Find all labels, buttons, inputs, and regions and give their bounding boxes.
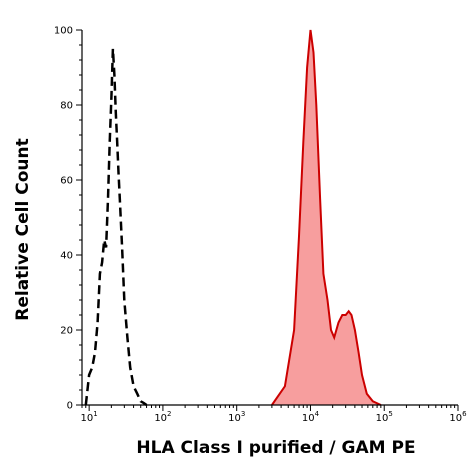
x-tick-label: 103	[228, 410, 245, 424]
y-axis: 0 20 40 60 80 100	[54, 26, 82, 412]
x-tick-label: 106	[449, 410, 467, 424]
stained-histogram-fill	[271, 30, 381, 405]
y-tick-label: 100	[54, 26, 73, 37]
x-tick-label: 101	[81, 410, 98, 424]
series-fills	[271, 30, 381, 405]
y-tick-label: 60	[60, 176, 73, 187]
plot-area	[84, 29, 382, 407]
x-axis: 101 102 103 104 105 106	[81, 405, 467, 424]
x-axis-label: HLA Class I purified / GAM PE	[136, 438, 415, 458]
y-tick-label: 80	[60, 101, 73, 112]
y-tick-label: 0	[67, 401, 73, 412]
y-axis-label: Relative Cell Count	[13, 138, 33, 320]
y-tick-label: 40	[60, 251, 73, 262]
axis-lines	[81, 30, 458, 406]
y-tick-label: 20	[60, 326, 73, 337]
series-lines	[84, 29, 382, 407]
stained-histogram-line	[271, 29, 382, 406]
x-tick-label: 104	[302, 410, 320, 424]
control-histogram-line	[84, 48, 148, 407]
x-tick-label: 105	[376, 410, 393, 424]
x-tick-label: 102	[154, 410, 171, 424]
